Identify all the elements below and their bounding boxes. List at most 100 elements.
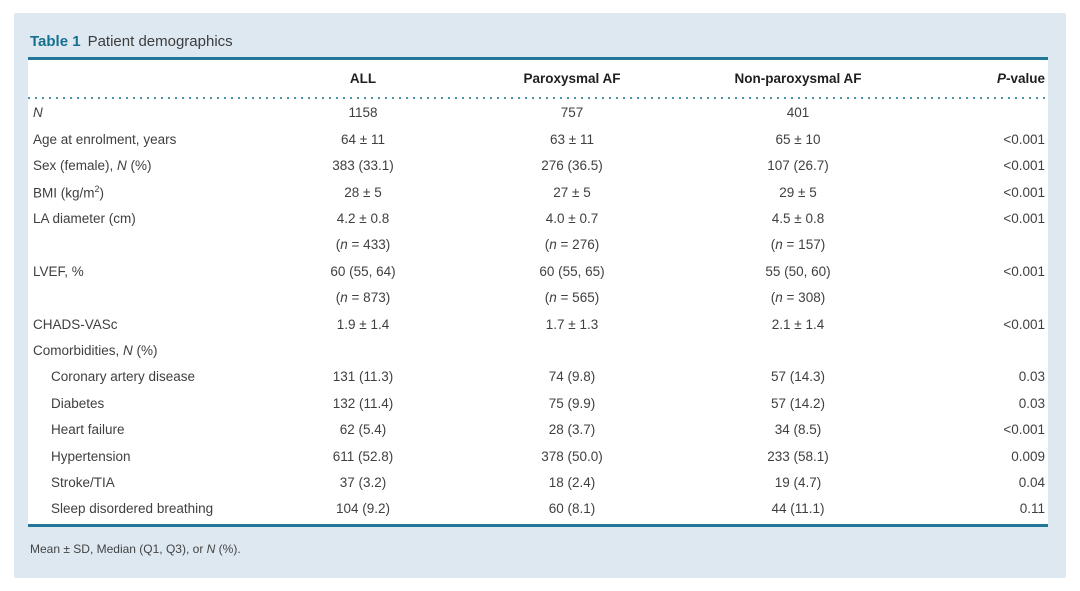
column-header: Paroxysmal AF <box>523 70 621 86</box>
table-cell: 0.03 <box>1018 395 1045 411</box>
table-cell: 107 (26.7) <box>767 158 829 174</box>
table-cell: 28 ± 5 <box>344 184 382 200</box>
table-row: Sex (female), N (%) 383 (33.1) 276 (36.5) 1… <box>28 153 1048 179</box>
table-cell: <0.001 <box>1003 263 1045 279</box>
table-cell: 64 ± 11 <box>341 131 385 147</box>
column-header: Non-paroxysmal AF <box>734 70 862 86</box>
table-row: (n = 873) (n = 565) (n = 308) <box>28 285 1048 311</box>
row-label: LVEF, % <box>33 263 84 279</box>
table-cell: 0.04 <box>1018 474 1045 490</box>
table-cell: 104 (9.2) <box>335 501 391 517</box>
table-cell: 60 (8.1) <box>548 501 596 517</box>
table-title: Patient demographics <box>87 33 233 50</box>
table-cell: 60 (55, 64) <box>330 263 396 279</box>
table-row: Hypertension 611 (52.8) 378 (50.0) 233 (58.… <box>28 443 1048 469</box>
table-row: LVEF, % 60 (55, 64) 60 (55, 65) 55 (50, 60)… <box>28 258 1048 284</box>
table-cell: 401 <box>786 105 810 121</box>
table-row: (n = 433) (n = 276) (n = 157) <box>28 232 1048 258</box>
table-cell: 0.009 <box>1011 448 1045 464</box>
row-label: Coronary artery disease <box>51 369 196 385</box>
table-cell: 0.03 <box>1018 369 1045 385</box>
table-cell: 383 (33.1) <box>332 158 394 174</box>
table-row: Heart failure 62 (5.4) 28 (3.7) 34 (8.5) <0.… <box>28 417 1048 443</box>
table-footnote: Mean ± SD, Median (Q1, Q3), or N (%). <box>30 542 241 556</box>
table-card: Table 1 Patient demographics ALL Paroxysma… <box>14 13 1066 578</box>
table-cell: 233 (58.1) <box>767 448 829 464</box>
table-cell: 74 (9.8) <box>548 369 596 385</box>
table-cell: (n = 276) <box>544 237 600 253</box>
demographics-table: ALL Paroxysmal AF Non-paroxysmal AF P-value… <box>28 57 1048 528</box>
row-label: N <box>33 105 43 121</box>
table-cell: <0.001 <box>1003 184 1045 200</box>
row-label: BMI (kg/m2) <box>33 183 105 201</box>
row-label: Sex (female), N (%) <box>33 158 152 174</box>
table-cell: 57 (14.3) <box>770 369 826 385</box>
table-cell: 4.5 ± 0.8 <box>771 211 825 226</box>
dotted-divider <box>28 97 1048 99</box>
row-label: Hypertension <box>51 448 131 464</box>
table-row: Stroke/TIA 37 (3.2) 18 (2.4) 19 (4.7) 0.04 <box>28 469 1048 495</box>
table-cell: 29 ± 5 <box>779 184 817 200</box>
table-cell: 19 (4.7) <box>774 474 822 490</box>
table-cell: 57 (14.2) <box>770 395 826 411</box>
table-cell: 4.2 ± 0.8 <box>336 211 390 226</box>
table-cell: (n = 873) <box>335 290 391 306</box>
table-row: BMI (kg/m2) 28 ± 5 27 ± 5 29 ± 5 <0.001 <box>28 179 1048 205</box>
table-cell: 65 ± 10 <box>775 131 821 147</box>
table-cell: 4.0 ± 0.7 <box>545 211 599 226</box>
table-cell: 18 (2.4) <box>548 474 596 490</box>
table-cell: <0.001 <box>1003 422 1045 438</box>
column-header: P-value <box>996 70 1045 86</box>
table-cell: 378 (50.0) <box>541 448 603 464</box>
table-row: Diabetes 132 (11.4) 75 (9.9) 57 (14.2) 0.03 <box>28 390 1048 416</box>
row-label: LA diameter (cm) <box>33 211 136 226</box>
table-row: Sleep disordered breathing 104 (9.2) 60 (8… <box>28 496 1048 522</box>
table-row: Coronary artery disease 131 (11.3) 74 (9.8… <box>28 364 1048 390</box>
table-cell: 757 <box>560 105 584 121</box>
table-cell: (n = 308) <box>770 290 826 306</box>
table-header-row: ALL Paroxysmal AF Non-paroxysmal AF P-value <box>28 60 1048 97</box>
table-cell: 2.1 ± 1.4 <box>771 316 825 332</box>
table-cell: 60 (55, 65) <box>539 263 605 279</box>
table-cell: (n = 157) <box>770 237 826 253</box>
table-cell: 28 (3.7) <box>548 422 596 438</box>
table-cell: 131 (11.3) <box>332 369 394 385</box>
table-row: N 1158 757 401 <box>28 100 1048 126</box>
table-number-label: Table 1 <box>30 33 81 50</box>
row-label: Diabetes <box>51 395 105 411</box>
table-cell: (n = 565) <box>544 290 600 306</box>
table-row: Age at enrolment, years 64 ± 11 63 ± 11 65 … <box>28 126 1048 152</box>
row-label: Heart failure <box>51 422 125 438</box>
table-row: Comorbidities, N (%) <box>28 338 1048 364</box>
row-label: Comorbidities, N (%) <box>33 342 158 358</box>
table-cell: 75 (9.9) <box>548 395 596 411</box>
row-label: Age at enrolment, years <box>33 131 177 147</box>
table-row: CHADS-VASc 1.9 ± 1.4 1.7 ± 1.3 2.1 ± 1.4 <0.… <box>28 311 1048 337</box>
table-cell: 63 ± 11 <box>550 131 594 147</box>
row-label: CHADS-VASc <box>33 316 118 332</box>
table-cell: (n = 433) <box>335 237 391 253</box>
table-cell: 1.9 ± 1.4 <box>336 316 390 332</box>
table-cell: 276 (36.5) <box>541 158 603 174</box>
table-cell: 55 (50, 60) <box>765 263 831 279</box>
table-cell: 611 (52.8) <box>332 448 394 464</box>
table-caption: Table 1 Patient demographics <box>30 33 233 50</box>
row-label: Sleep disordered breathing <box>51 501 214 517</box>
table-cell: <0.001 <box>1003 316 1045 332</box>
table-cell: <0.001 <box>1003 211 1045 226</box>
table-cell: <0.001 <box>1003 131 1045 147</box>
table-cell: 37 (3.2) <box>339 474 387 490</box>
table-cell: 44 (11.1) <box>771 501 825 517</box>
column-header: ALL <box>349 70 377 86</box>
table-cell: <0.001 <box>1003 158 1045 174</box>
table-body: N 1158 757 401 Age at enrolment, years 64 ± 1… <box>28 99 1048 524</box>
table-cell: 1.7 ± 1.3 <box>545 316 599 332</box>
row-label: Stroke/TIA <box>51 474 115 490</box>
table-cell: 34 (8.5) <box>774 422 822 438</box>
table-cell: 1158 <box>348 105 378 121</box>
table-cell: 62 (5.4) <box>339 422 387 438</box>
table-cell: 0.11 <box>1019 501 1045 517</box>
table-cell: 27 ± 5 <box>553 184 591 200</box>
table-row: LA diameter (cm) 4.2 ± 0.8 4.0 ± 0.7 4.5 ± … <box>28 206 1048 232</box>
table-cell: 132 (11.4) <box>332 395 394 411</box>
